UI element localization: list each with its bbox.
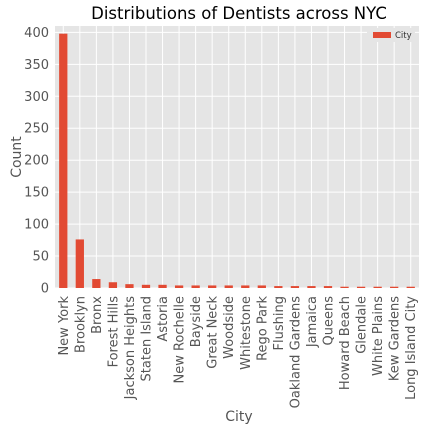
bar-new-rochelle — [174, 285, 184, 288]
bar-whitestone — [241, 285, 250, 288]
x-tick-label: Jackson Heights — [123, 296, 138, 401]
x-tick-label: Whitestone — [239, 296, 254, 370]
x-tick-label: Glendale — [355, 296, 370, 354]
x-tick-label: Great Neck — [206, 296, 221, 369]
bar-long-island-city — [406, 286, 415, 288]
x-tick-labels: New York Brooklyn Bronx Forest Hills Jackson… — [57, 296, 419, 409]
y-tick-label: 350 — [24, 58, 49, 73]
x-tick-label: Astoria — [156, 296, 171, 342]
x-tick-label: Howard Beach — [338, 296, 353, 390]
legend-label: City — [395, 31, 412, 41]
x-tick-label: Staten Island — [140, 296, 155, 381]
legend-swatch — [373, 32, 391, 38]
x-tick-label: Oakland Gardens — [288, 296, 303, 409]
x-tick-label: Jamaica — [305, 296, 320, 348]
y-tick-label: 150 — [24, 186, 49, 201]
x-tick-label: White Plains — [371, 296, 386, 376]
bar-howard-beach — [340, 286, 349, 288]
y-tick-label: 0 — [41, 282, 49, 297]
bar-brooklyn — [75, 239, 84, 288]
plot-area — [55, 26, 419, 288]
x-tick-label: Long Island City — [404, 296, 419, 400]
y-axis-label: Count — [9, 136, 25, 178]
bar-astoria — [158, 284, 167, 288]
bar-glendale — [356, 286, 366, 288]
x-tick-label: Woodside — [222, 296, 237, 359]
y-tick-label: 300 — [24, 90, 49, 105]
bar-rego-park — [257, 285, 266, 288]
x-tick-label: Flushing — [272, 296, 287, 350]
bar-flushing — [274, 286, 283, 288]
bar-new-york — [59, 33, 68, 289]
grid-lines — [55, 26, 419, 289]
y-tick-label: 400 — [24, 26, 49, 41]
x-axis-label: City — [225, 409, 252, 425]
x-tick-label: New York — [57, 296, 72, 356]
bars — [59, 33, 415, 289]
bar-bronx — [92, 279, 101, 288]
bar-white-plains — [373, 286, 382, 288]
bar-bayside — [191, 285, 200, 288]
y-tick-label: 50 — [32, 250, 49, 265]
bar-jackson-heights — [125, 284, 134, 288]
x-tick-label: Brooklyn — [73, 296, 88, 353]
chart-title: Distributions of Dentists across NYC — [91, 4, 387, 23]
bar-woodside — [224, 285, 233, 288]
x-tick-label: Bronx — [90, 296, 105, 334]
legend: City — [367, 28, 415, 42]
x-tick-label: Bayside — [189, 296, 204, 347]
x-tick-label: Kew Gardens — [388, 296, 403, 381]
y-tick-label: 100 — [24, 218, 49, 233]
x-tick-label: Rego Park — [255, 296, 270, 361]
bar-oakland-gardens — [290, 286, 300, 288]
bar-forest-hills — [108, 282, 118, 288]
bar-queens — [323, 286, 333, 288]
x-tick-label: New Rochelle — [173, 296, 188, 384]
x-tick-label: Forest Hills — [106, 296, 121, 368]
bar-kew-gardens — [390, 286, 399, 288]
bar-jamaica — [307, 286, 316, 288]
bar-staten-island — [141, 284, 151, 288]
bar-great-neck — [208, 285, 217, 288]
y-tick-label: 250 — [24, 122, 49, 137]
x-tick-label: Queens — [322, 296, 337, 346]
y-tick-label: 200 — [24, 154, 49, 169]
y-tick-labels: 0 50 100 150 200 250 300 350 400 — [24, 26, 49, 297]
